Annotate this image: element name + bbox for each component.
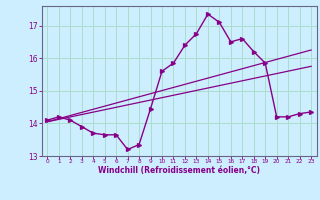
- X-axis label: Windchill (Refroidissement éolien,°C): Windchill (Refroidissement éolien,°C): [98, 166, 260, 175]
